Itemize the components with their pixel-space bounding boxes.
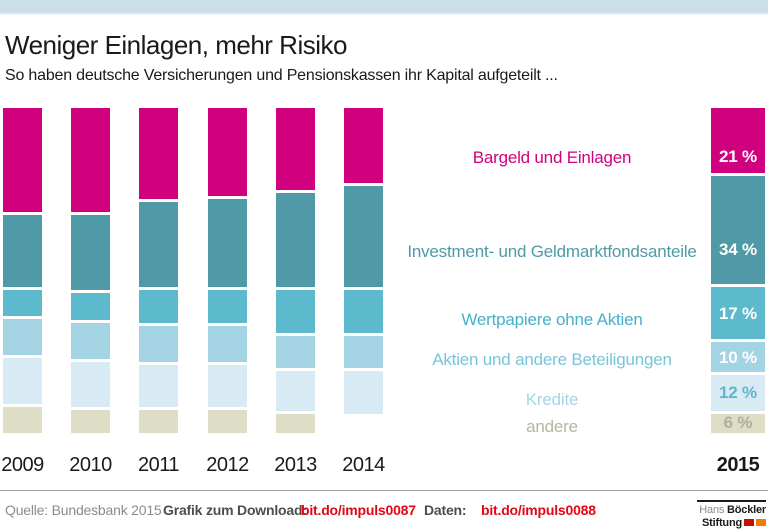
series-label: Bargeld und Einlagen	[472, 148, 632, 167]
value-label: 6 %	[723, 413, 753, 432]
bar-segment	[711, 413, 765, 433]
series-label: Investment- und Geldmarktfondsanteile	[407, 242, 697, 261]
bar-segment	[71, 361, 110, 411]
bar-segment	[208, 325, 247, 365]
logo-flag-red	[744, 519, 754, 526]
value-label: 12 %	[719, 383, 757, 402]
bar-2010	[71, 108, 110, 433]
series-label: Aktien und andere Beteiligungen	[432, 350, 672, 369]
bar-2014	[344, 108, 383, 414]
year-label-2011: 2011	[137, 454, 180, 476]
bar-segment	[71, 215, 110, 294]
bar-segment	[3, 319, 42, 359]
bar-segment	[139, 290, 178, 326]
value-label: 17 %	[719, 304, 757, 323]
bar-segment	[139, 325, 178, 365]
bar-segment	[208, 364, 247, 411]
bar-segment	[276, 290, 315, 336]
bar-segment	[276, 108, 315, 193]
bar-segment	[71, 410, 110, 433]
bar-segment	[71, 322, 110, 362]
bar-segment	[344, 371, 383, 414]
footer-divider	[0, 490, 768, 491]
year-label-2014: 2014	[342, 454, 385, 476]
bar-segment	[139, 410, 178, 433]
bar-segment	[208, 290, 247, 326]
bar-segment	[71, 108, 110, 216]
year-label-2015: 2015	[716, 454, 760, 476]
bar-segment	[276, 371, 315, 414]
year-label-2009: 2009	[1, 454, 44, 476]
bar-segment	[344, 108, 383, 186]
bar-2013	[276, 108, 315, 433]
bar-segment	[344, 186, 383, 290]
bar-segment	[139, 108, 178, 203]
bar-segment	[139, 364, 178, 411]
header-accent-bar	[0, 0, 768, 13]
year-label-2010: 2010	[69, 454, 112, 476]
source-note: Quelle: Bundesbank 2015	[5, 502, 162, 518]
bar-segment	[711, 286, 765, 342]
logo-line1: Hans Böckler	[699, 504, 766, 516]
page-title: Weniger Einlagen, mehr Risiko	[5, 30, 347, 60]
series-label: Wertpapiere ohne Aktien	[461, 310, 643, 329]
bar-segment	[139, 202, 178, 290]
hans-boeckler-stiftung-logo: Hans Böckler Stiftung	[697, 500, 766, 530]
series-label: Kredite	[525, 390, 579, 409]
bar-segment	[711, 342, 765, 375]
bar-segment	[711, 108, 765, 177]
bar-2011	[139, 108, 178, 433]
bar-segment	[3, 215, 42, 290]
download-label: Grafik zum Download:	[163, 502, 307, 518]
bar-2015	[711, 108, 765, 433]
bar-2009	[3, 108, 42, 433]
download-link: bit.do/impuls0087	[301, 502, 416, 518]
bar-segment	[711, 176, 765, 287]
bar-segment	[71, 293, 110, 323]
bar-segment	[3, 407, 42, 433]
value-label: 21 %	[719, 147, 757, 166]
bar-segment	[3, 290, 42, 320]
header-accent-bar-light	[0, 13, 768, 15]
year-label-2012: 2012	[206, 454, 249, 476]
bar-segment	[276, 335, 315, 372]
bar-segment	[276, 192, 315, 290]
value-label: 34 %	[719, 240, 757, 259]
bar-segment	[344, 335, 383, 372]
series-label: andere	[526, 417, 578, 436]
page-subtitle: So haben deutsche Versicherungen und Pen…	[5, 67, 558, 84]
logo-flag-orange	[756, 519, 766, 526]
year-label-2013: 2013	[274, 454, 317, 476]
bar-segment	[3, 358, 42, 407]
bar-segment	[711, 374, 765, 414]
bar-segment	[208, 410, 247, 433]
bar-segment	[344, 290, 383, 336]
value-label: 10 %	[719, 348, 757, 367]
bar-segment	[208, 108, 247, 199]
bar-segment	[276, 413, 315, 433]
bar-segment	[3, 108, 42, 216]
logo-line2: Stiftung	[697, 517, 766, 530]
data-link: bit.do/impuls0088	[481, 502, 596, 518]
data-label: Daten:	[424, 502, 467, 518]
bar-2012	[208, 108, 247, 433]
bar-segment	[208, 199, 247, 290]
